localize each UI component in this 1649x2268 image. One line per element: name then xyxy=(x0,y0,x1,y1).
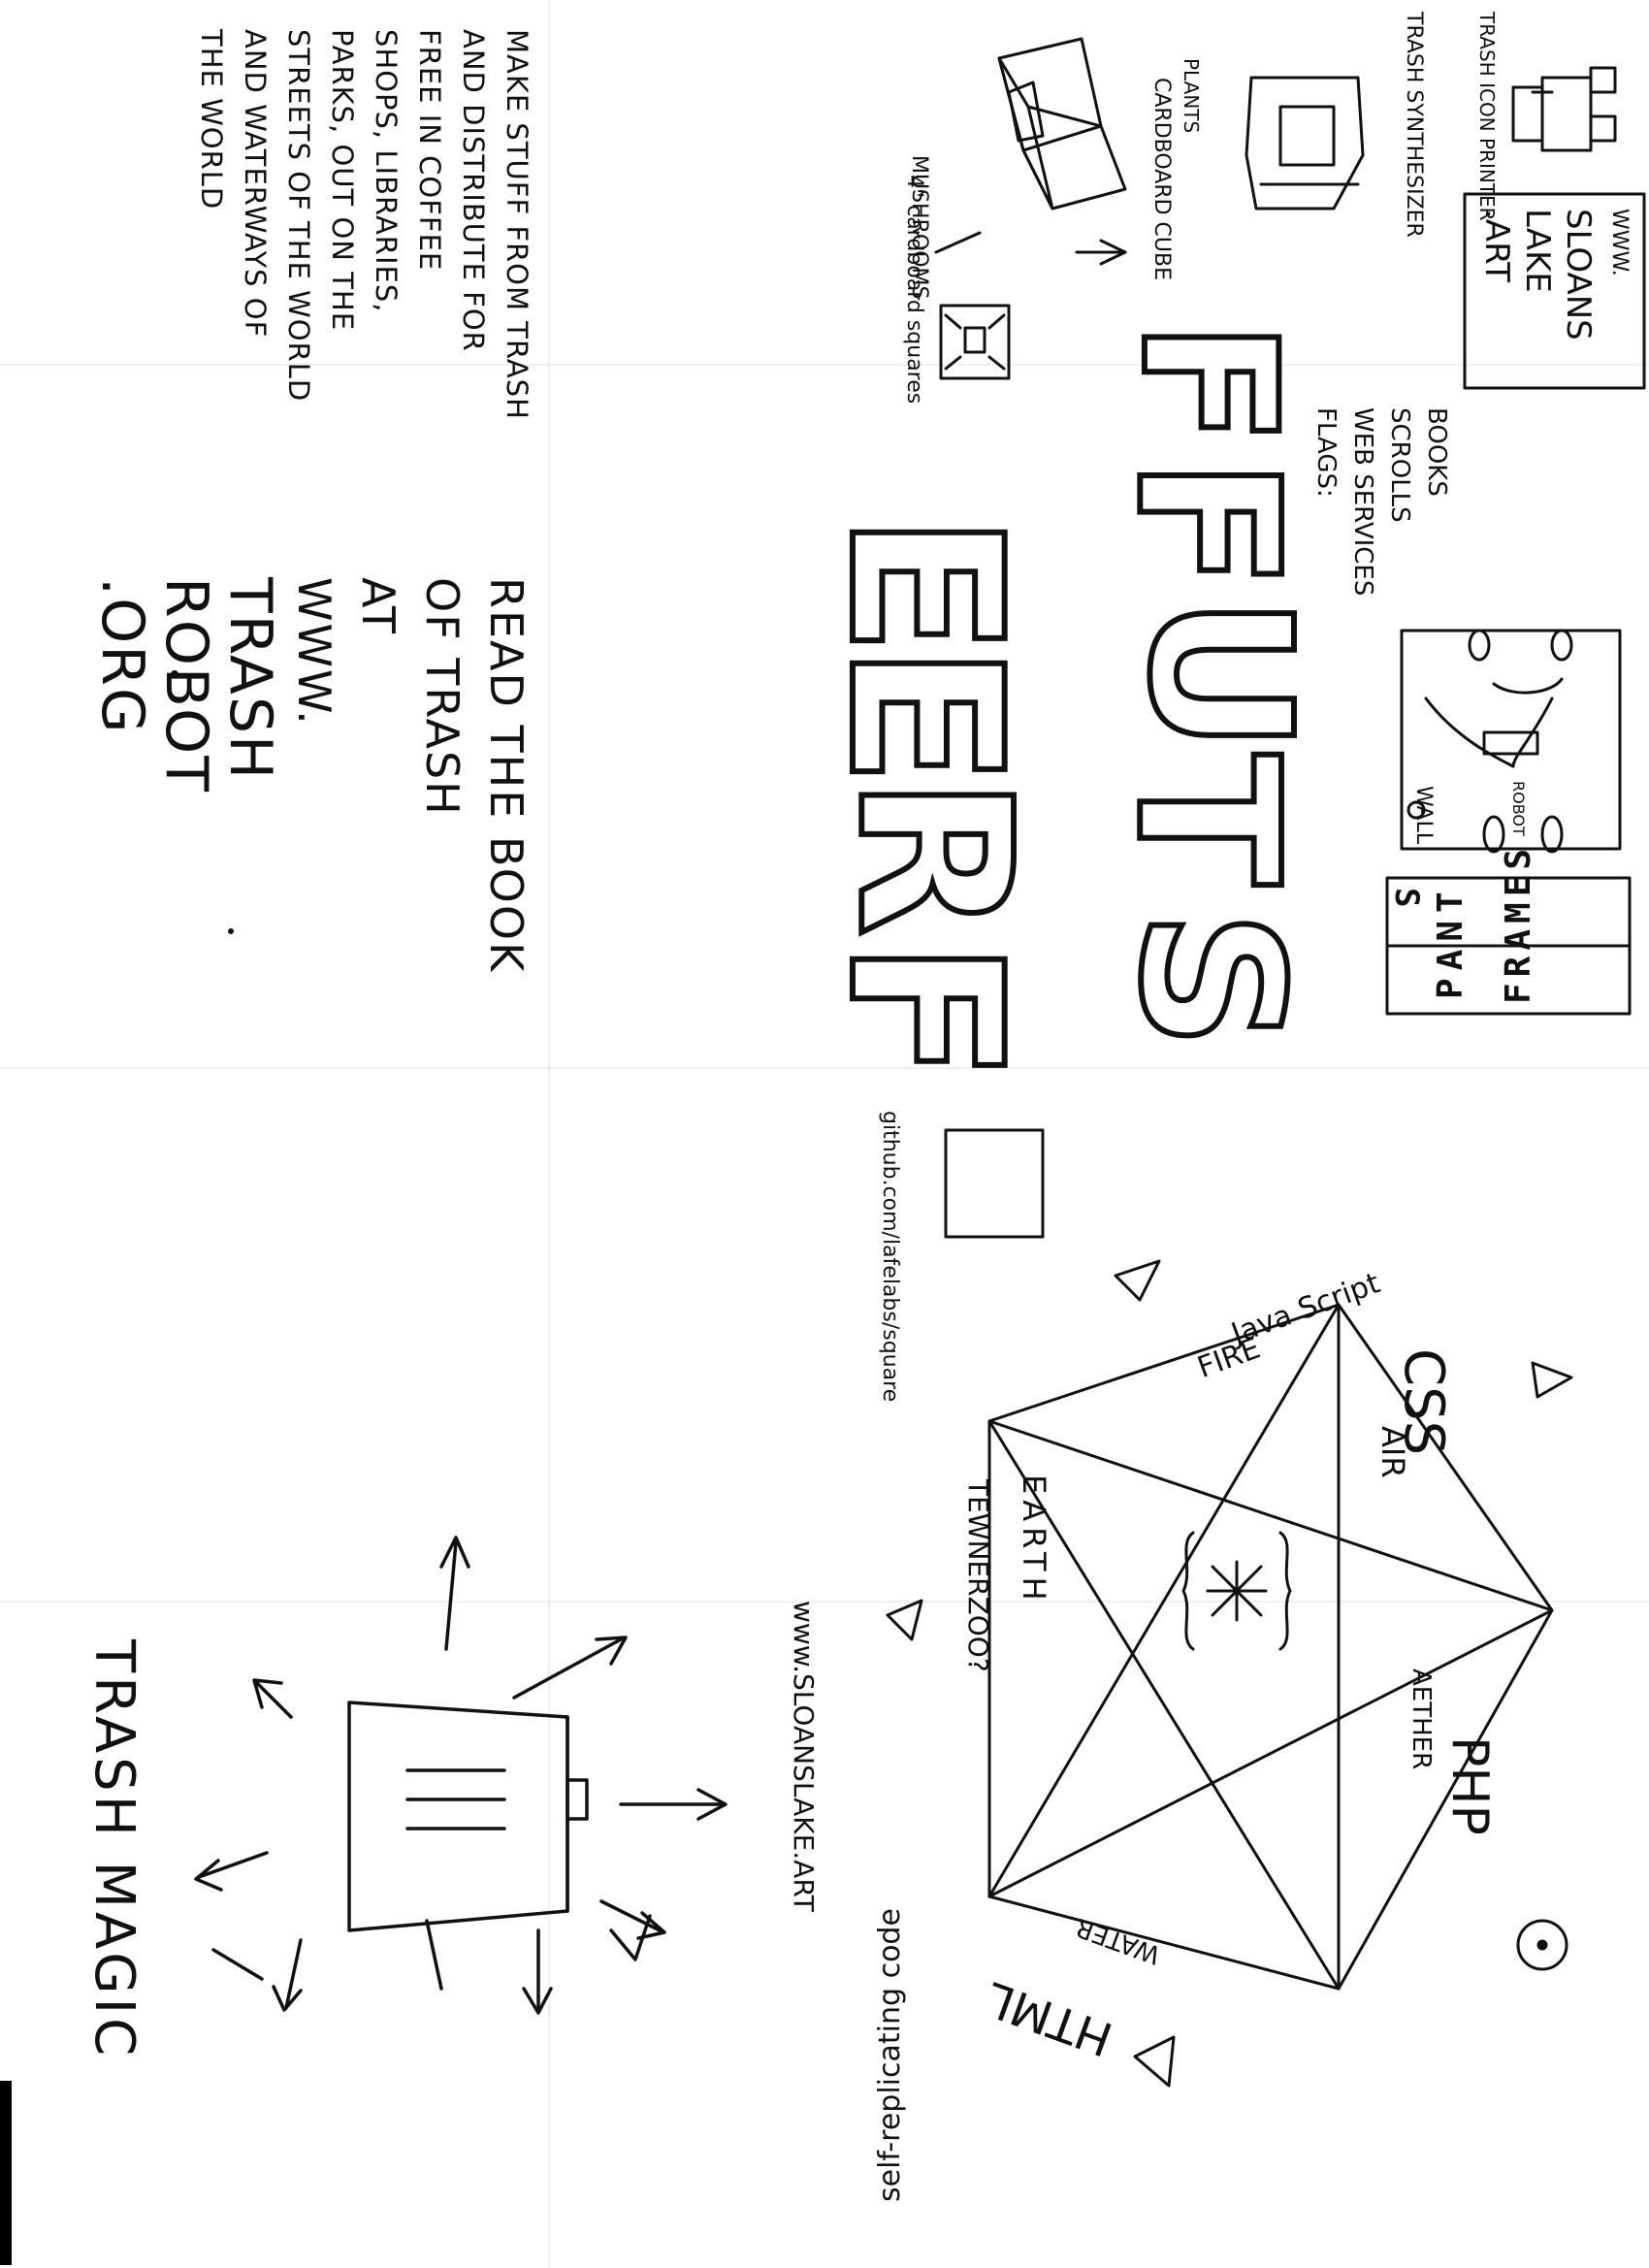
robot-box-icon xyxy=(1400,629,1622,851)
plant-pot-icon xyxy=(1245,76,1365,211)
trash-icon-printer-icon xyxy=(1511,66,1617,152)
cardboard-square-icon xyxy=(939,304,1011,380)
sloanslake-label: www.SLOANSLAKE.ART xyxy=(788,1601,820,1912)
circle-dot-icon xyxy=(1516,1919,1568,1971)
fold-line-vertical xyxy=(548,0,550,2268)
tewnerzoo-label: TEWNERZOO? xyxy=(962,1479,994,1672)
triangle-icon xyxy=(1531,1361,1573,1399)
github-label: github.com/lafelabs/square xyxy=(878,1111,902,1403)
hexagon-shape xyxy=(987,1303,1554,1991)
triangle-icon xyxy=(886,1599,923,1641)
triangle-icon xyxy=(1133,2035,1176,2088)
cardboard-cube-icon xyxy=(997,37,1127,211)
php-label: PHP xyxy=(1440,1736,1499,1835)
braces-icon xyxy=(1181,1531,1195,1651)
self-replicating-label: self-replicating code xyxy=(873,1908,907,2202)
fold-line-horizontal-3 xyxy=(0,1601,1649,1603)
scan-edge-bar xyxy=(0,2081,12,2265)
square-icon xyxy=(944,1128,1045,1239)
aether-label: AETHER xyxy=(1406,1669,1436,1770)
fold-line-horizontal-2 xyxy=(0,1067,1649,1069)
triangle-icon xyxy=(1114,1259,1161,1302)
air-label: AIR xyxy=(1374,1426,1411,1478)
fold-line-horizontal-1 xyxy=(0,364,1649,366)
earth-label: EARTH xyxy=(1016,1474,1052,1606)
flag-box-icon xyxy=(1463,192,1646,390)
